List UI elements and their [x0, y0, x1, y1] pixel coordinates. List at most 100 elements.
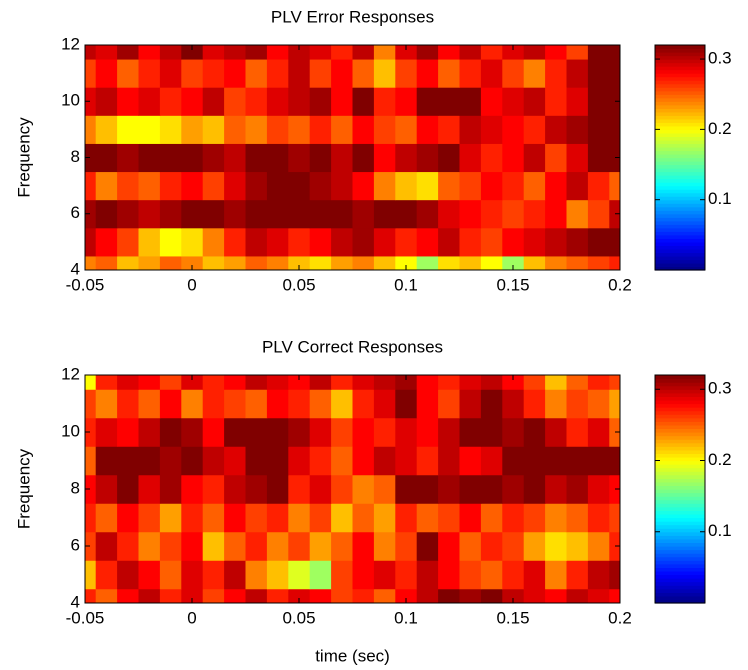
heatmap-cell	[95, 199, 118, 229]
heatmap-cell	[331, 87, 353, 116]
heatmap-cell	[566, 417, 589, 447]
colorbar-swatch	[655, 217, 705, 222]
colorbar-swatch	[655, 496, 705, 501]
heatmap-cell	[523, 171, 546, 201]
heatmap-cell	[459, 389, 482, 419]
heatmap-cell	[95, 474, 118, 504]
heatmap-cell	[288, 417, 311, 447]
heatmap-cell	[352, 560, 375, 590]
heatmap-cell	[159, 375, 182, 390]
heatmap-cell	[587, 227, 610, 257]
colorbar-frame	[654, 44, 706, 271]
heatmap-cell	[352, 171, 375, 201]
heatmap-cell	[202, 45, 225, 60]
heatmap-cell	[545, 143, 567, 173]
heatmap-cell	[266, 59, 289, 88]
heatmap-cell	[95, 115, 118, 144]
heatmap-cell	[545, 389, 567, 419]
heatmap-cell	[395, 588, 418, 603]
heatmap-cell	[138, 115, 161, 144]
colorbar-swatch	[655, 150, 705, 155]
heatmap-cell	[438, 171, 460, 201]
heatmap-cell	[502, 588, 525, 603]
heatmap-cell	[545, 59, 567, 88]
heatmap-cell	[331, 45, 353, 60]
heatmap-cell	[395, 375, 418, 390]
heatmap-cell	[566, 59, 589, 88]
heatmap-cell	[309, 255, 332, 270]
heatmap-cell	[181, 503, 204, 533]
y-axis-label: Frequency	[14, 448, 33, 529]
heatmap-cell	[245, 531, 268, 561]
heatmap-cell	[480, 389, 503, 419]
heatmap-cell	[459, 227, 482, 257]
heatmap-cell	[480, 588, 503, 603]
heatmap-cell	[331, 417, 353, 447]
heatmap-cell	[159, 143, 182, 173]
colorbar-swatch	[655, 492, 705, 497]
heatmap-cell	[438, 531, 460, 561]
heatmap-cell	[245, 588, 268, 603]
colorbar-swatch	[655, 389, 705, 394]
colorbar-swatch	[655, 73, 705, 78]
heatmap-cell	[566, 143, 589, 173]
heatmap-cell	[587, 255, 610, 270]
heatmap-cell	[159, 531, 182, 561]
heatmap-cell	[95, 503, 118, 533]
heatmap-cell	[459, 143, 482, 173]
colorbar-swatch	[655, 399, 705, 405]
heatmap-cell	[159, 417, 182, 447]
heatmap-cell	[181, 531, 204, 561]
heatmap-cell	[138, 389, 161, 419]
heatmap-cell	[224, 375, 246, 390]
x-tick-label: -0.05	[66, 275, 105, 294]
colorbar-swatch	[655, 48, 705, 53]
heatmap-cell	[245, 417, 268, 447]
heatmap-cell	[502, 560, 525, 590]
heatmap-cell	[266, 446, 289, 476]
colorbar-swatch	[655, 585, 705, 590]
colorbar-swatch	[655, 213, 705, 218]
heatmap-cell	[480, 503, 503, 533]
heatmap-cell	[202, 560, 225, 590]
y-tick-label: 8	[71, 147, 80, 166]
colorbar-swatch	[655, 456, 705, 462]
heatmap-cell	[85, 227, 97, 257]
heatmap-cell	[181, 171, 204, 201]
heatmap-cell	[502, 115, 525, 144]
heatmap-cell	[352, 389, 375, 419]
colorbar-swatch	[655, 101, 705, 106]
colorbar-swatch	[655, 464, 705, 469]
heatmap-cell	[159, 255, 182, 270]
heatmap-cell	[288, 227, 311, 257]
heatmap-cell	[587, 389, 610, 419]
heatmap-cell	[480, 474, 503, 504]
heatmap-cell	[609, 45, 620, 60]
colorbar-swatch	[655, 439, 705, 444]
heatmap-cell	[85, 115, 97, 144]
heatmap-cell	[416, 531, 439, 561]
heatmap-cell	[117, 375, 139, 390]
colorbar-swatch	[655, 481, 705, 487]
heatmap-cell	[181, 45, 204, 60]
colorbar-swatch	[655, 62, 705, 67]
heatmap-cell	[202, 531, 225, 561]
heatmap-cell	[85, 59, 97, 88]
colorbar-swatch	[655, 553, 705, 558]
colorbar-swatch	[655, 118, 705, 123]
x-tick-label: 0.05	[282, 275, 315, 294]
colorbar-swatch	[655, 467, 705, 472]
heatmap-cell	[395, 143, 418, 173]
heatmap-cell	[331, 588, 353, 603]
heatmap-cell	[266, 115, 289, 144]
heatmap-cell	[373, 143, 396, 173]
heatmap-cell	[480, 143, 503, 173]
heatmap-cell	[117, 199, 139, 229]
heatmap-cell	[459, 446, 482, 476]
heatmap-cell	[181, 417, 204, 447]
heatmap-cell	[480, 531, 503, 561]
heatmap-cell	[85, 255, 97, 270]
colorbar-swatch	[655, 178, 705, 183]
heatmap-cell	[459, 115, 482, 144]
heatmap-cell	[95, 588, 118, 603]
